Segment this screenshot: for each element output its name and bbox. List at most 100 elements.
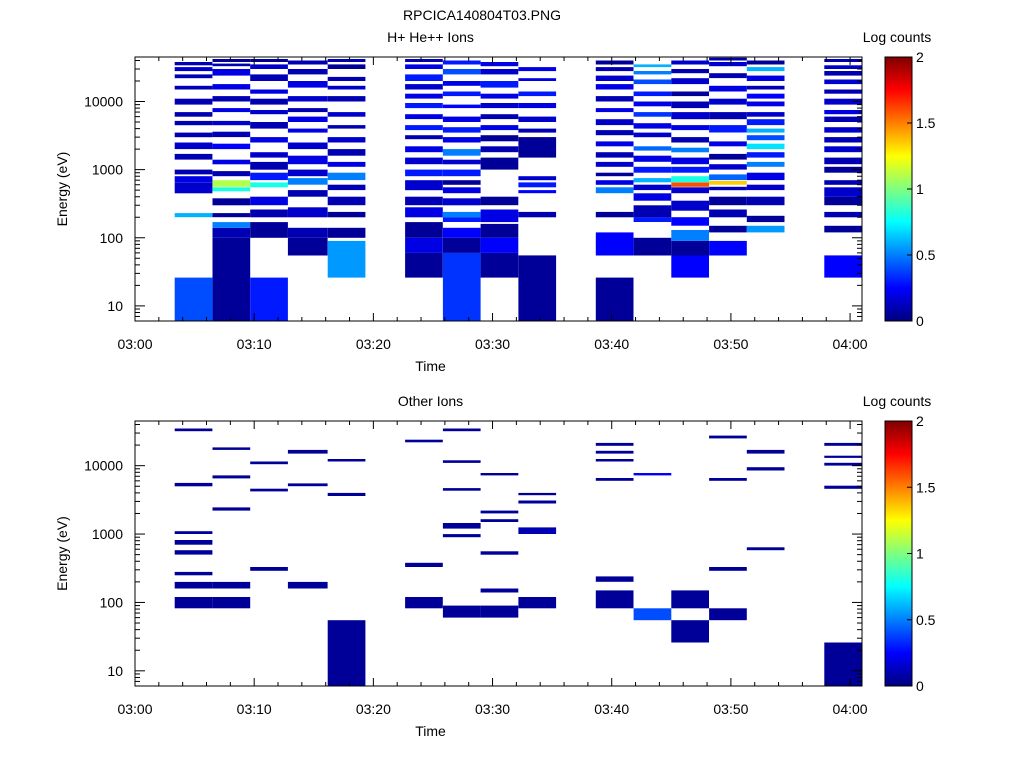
x-tick-label: 03:40 (594, 701, 629, 717)
heatmap-cell (327, 184, 366, 191)
heatmap-cell (746, 67, 785, 72)
heatmap-cell (442, 211, 481, 218)
heatmap-cell (405, 439, 443, 443)
heatmap-cell (405, 84, 443, 90)
heatmap-cell (250, 567, 288, 571)
heatmap-cell (824, 485, 862, 489)
heatmap-cell (633, 193, 672, 201)
heatmap-cell (671, 157, 709, 165)
heatmap-cell (709, 174, 747, 181)
x-tick-label: 03:40 (594, 336, 629, 352)
y-tick-label: 1000 (92, 526, 123, 542)
heatmap-cell (824, 98, 862, 105)
heatmap-cell (595, 576, 634, 582)
heatmap-cell (174, 540, 213, 545)
heatmap-cell (518, 211, 557, 218)
heatmap-cell (824, 211, 862, 218)
heatmap-cell (442, 252, 481, 321)
heatmap-cell (442, 227, 481, 238)
heatmap-cell (442, 523, 481, 529)
heatmap-cell (174, 85, 213, 90)
heatmap-cell (746, 172, 785, 181)
heatmap-cell (405, 196, 443, 206)
heatmap-cell (442, 460, 481, 463)
heatmap-cell (174, 132, 213, 138)
x-tick-label: 03:20 (356, 701, 391, 717)
heatmap-cell (480, 114, 519, 120)
x-tick-label: 03:20 (356, 336, 391, 352)
heatmap-cell (709, 186, 747, 191)
colorbar-tick-label: 1.5 (916, 115, 936, 131)
heatmap-cell (212, 198, 251, 206)
heatmap-cell (174, 213, 213, 218)
heatmap-cell (709, 73, 747, 79)
heatmap-cell (746, 215, 785, 223)
heatmap-cell (633, 101, 672, 107)
heatmap-cell (480, 519, 519, 522)
heatmap-cell (327, 492, 366, 496)
heatmap-cell (212, 108, 251, 113)
heatmap-cell (518, 67, 557, 72)
heatmap-cell (824, 116, 862, 122)
heatmap-cell (327, 137, 366, 143)
heatmap-cell (442, 488, 481, 491)
heatmap-cells (174, 57, 862, 321)
heatmap-cell (518, 255, 557, 321)
heatmap-cell (212, 237, 251, 321)
heatmap-cell (824, 455, 862, 458)
heatmap-cell (287, 581, 328, 589)
heatmap-cell (709, 85, 747, 92)
colorbar-tick-label: 0 (916, 678, 924, 694)
heatmap-cell (480, 237, 519, 253)
heatmap-cell (671, 182, 709, 187)
heatmap-cell (633, 184, 672, 191)
heatmap-cell (518, 137, 557, 158)
x-tick-label: 04:00 (833, 336, 868, 352)
heatmap-cell (671, 78, 709, 85)
colorbar-tick-label: 1 (916, 181, 924, 197)
heatmap-cell (480, 510, 519, 514)
heatmap-cell (174, 482, 213, 487)
heatmap-cell (595, 590, 634, 609)
x-tick-label: 03:30 (475, 336, 510, 352)
heatmap-cell (709, 608, 747, 621)
heatmap-cell (250, 98, 288, 105)
heatmap-cell (174, 182, 213, 194)
heatmap-cell (250, 161, 288, 170)
heatmap-cell (212, 131, 251, 138)
heatmap-cell (442, 60, 481, 65)
heatmap-cell (633, 64, 672, 68)
heatmap-cell (327, 112, 366, 117)
heatmap-cell (327, 149, 366, 156)
heatmap-cell (633, 608, 672, 621)
heatmap-cell (480, 551, 519, 555)
heatmap-cell (442, 116, 481, 122)
heatmap-cell (405, 597, 443, 609)
heatmap-cell (405, 103, 443, 109)
heatmap-cell (595, 478, 634, 481)
heatmap-cell (480, 135, 519, 142)
heatmap-cell (327, 240, 366, 278)
heatmap-cell (746, 60, 785, 65)
heatmap-cell (327, 125, 366, 129)
heatmap-cell (287, 116, 328, 122)
heatmap-cell (250, 209, 288, 218)
heatmap-cell (174, 112, 213, 117)
heatmap-cell (518, 78, 557, 81)
heatmap-cell (824, 187, 862, 197)
heatmap-cell (250, 74, 288, 81)
heatmap-cell (633, 71, 672, 75)
heatmap-cells (174, 428, 862, 686)
heatmap-cell (250, 152, 288, 158)
heatmap-cell (746, 161, 785, 167)
panel-1: H+ He++ Ions 03:00 03:10 03:20 03:30 03:40 03:… (54, 29, 936, 374)
heatmap-cell (405, 74, 443, 81)
heatmap-cell (480, 157, 519, 170)
heatmap-cell (327, 227, 366, 238)
heatmap-cell (824, 255, 862, 278)
heatmap-cell (405, 562, 443, 567)
heatmap-cell (442, 159, 481, 165)
heatmap-cell (250, 59, 288, 62)
heatmap-cell (287, 449, 328, 454)
heatmap-cell (746, 184, 785, 191)
